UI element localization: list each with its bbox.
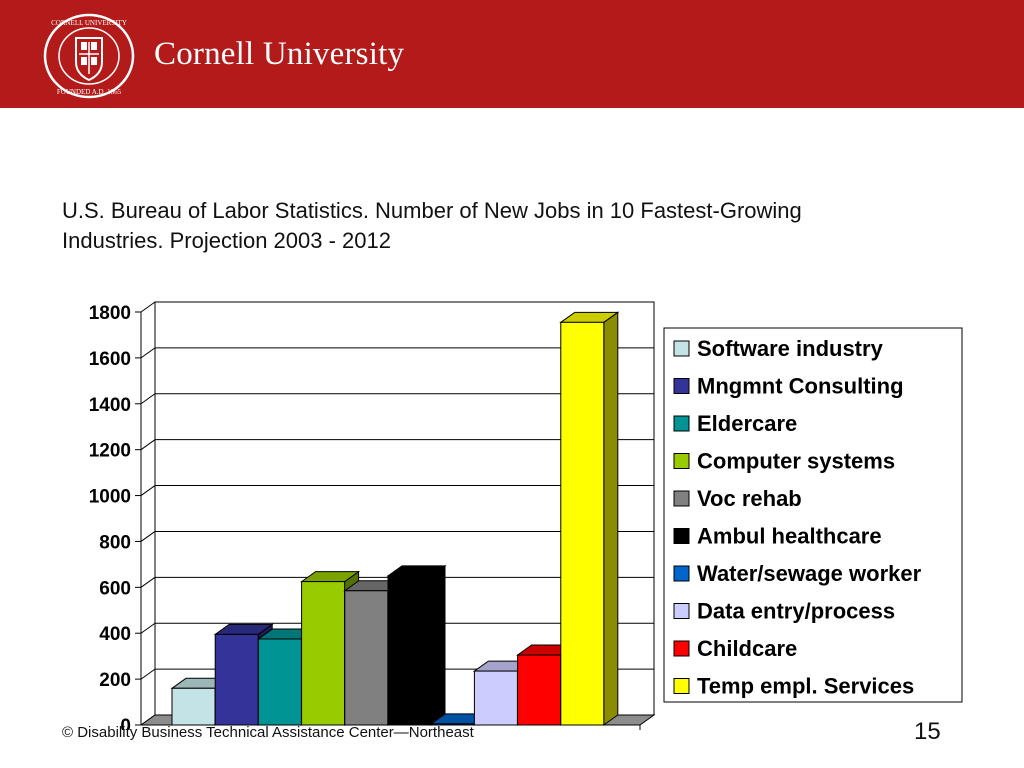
side-wall-line	[140, 576, 156, 588]
y-tick-label: 1400	[89, 395, 131, 416]
side-wall-line	[140, 668, 156, 680]
y-tick-label: 1000	[89, 487, 131, 508]
side-wall-line	[140, 393, 156, 405]
y-tick-label: 600	[99, 578, 131, 599]
slide-title: U.S. Bureau of Labor Statistics. Number …	[62, 196, 962, 256]
bar	[257, 638, 302, 726]
bar	[171, 687, 216, 726]
y-tick-label: 1600	[89, 349, 131, 370]
side-wall-line	[140, 485, 156, 496]
legend-swatch	[673, 640, 690, 657]
legend-label: Childcare	[697, 636, 797, 661]
bar	[301, 581, 346, 726]
legend-swatch	[673, 453, 690, 469]
legend-label: Voc rehab	[697, 486, 802, 511]
legend-swatch	[673, 415, 690, 432]
slide-title-line-2: Industries. Projection 2003 - 2012	[62, 228, 391, 253]
page-number: 15	[914, 718, 941, 745]
legend-swatch	[673, 603, 690, 619]
legend-label: Temp empl. Services	[697, 674, 914, 699]
legend-swatch	[673, 340, 690, 357]
legend-box	[663, 327, 963, 703]
legend-swatch	[673, 528, 690, 544]
y-tick-label: 1200	[89, 441, 131, 462]
side-wall-line	[140, 531, 156, 542]
side-wall-line	[140, 347, 156, 359]
side-wall-line	[140, 622, 156, 634]
legend-label: Mngmnt Consulting	[697, 374, 904, 399]
bar	[560, 321, 605, 726]
legend-swatch	[673, 678, 690, 694]
bar	[517, 654, 562, 726]
legend-label: Eldercare	[697, 411, 797, 436]
bar	[473, 670, 518, 726]
legend-label: Data entry/process	[697, 599, 895, 624]
side-wall-line	[140, 439, 156, 451]
legend-swatch	[673, 565, 690, 582]
legend-swatch	[673, 378, 690, 394]
seal-text-top: CORNELL UNIVERSITY	[51, 19, 127, 27]
y-tick-label: 200	[99, 670, 131, 691]
brand-name: Cornell University	[154, 36, 405, 72]
y-tick-label: 0	[120, 716, 131, 730]
chart-plot-area: 0 200 400 600 800 1000 1200 1400 1600 1800 Softwar…	[89, 301, 963, 730]
y-tick-label: 800	[99, 532, 131, 553]
legend-label: Computer systems	[697, 449, 895, 474]
legend-label: Water/sewage worker	[697, 561, 922, 586]
side-wall-line	[140, 301, 156, 313]
university-seal-icon: CORNELL UNIVERSITY FOUNDED A.D. 1865	[43, 13, 135, 99]
header-background	[0, 0, 1024, 108]
y-tick-label: 1800	[89, 303, 131, 324]
legend-label: Ambul healthcare	[697, 524, 882, 549]
bar	[344, 590, 389, 726]
header-banner: CORNELL UNIVERSITY FOUNDED A.D. 1865 Cor…	[0, 0, 1024, 108]
bar	[387, 575, 432, 726]
slide-title-line-1: U.S. Bureau of Labor Statistics. Number …	[62, 198, 802, 223]
bar-side	[430, 564, 446, 726]
bar-chart: 0 200 400 600 800 1000 1200 1400 1600 1800 Softwar…	[89, 301, 963, 730]
seal-text-bottom: FOUNDED A.D. 1865	[57, 88, 122, 96]
bar-side	[603, 311, 619, 726]
footer-credit: © Disability Business Technical Assistan…	[62, 724, 474, 741]
y-tick-label: 400	[99, 624, 131, 645]
legend-swatch	[673, 490, 690, 507]
legend-label: Software industry	[697, 336, 884, 361]
bar	[214, 633, 259, 726]
